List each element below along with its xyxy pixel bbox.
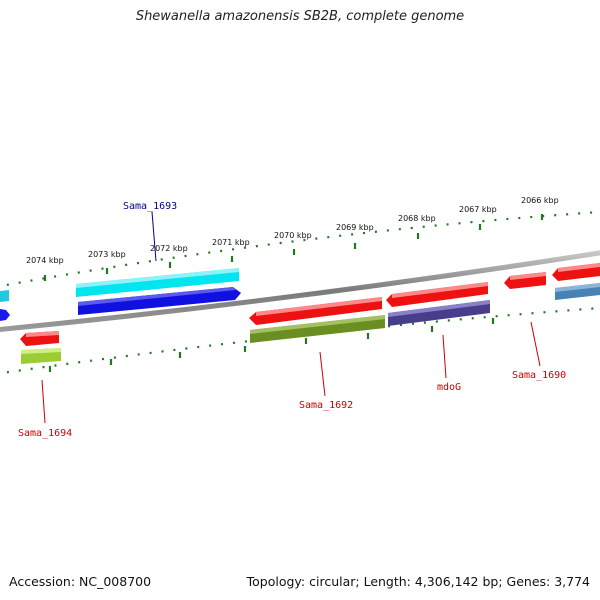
genome-backbone	[0, 250, 600, 333]
features	[0, 263, 600, 364]
gene-label-mdog: mdoG	[437, 382, 461, 393]
feature-blue	[78, 287, 241, 315]
tick-label: 2074 kbp	[26, 256, 64, 265]
gene-label-sama-1694: Sama_1694	[18, 428, 72, 439]
tick-label: 2066 kbp	[521, 196, 559, 205]
gene-label-sama-1692: Sama_1692	[299, 400, 353, 411]
label-connectors	[41, 211, 541, 424]
tick-label: 2067 kbp	[459, 205, 497, 214]
tick-label: 2070 kbp	[274, 231, 312, 240]
tick-labels: 2074 kbp 2073 kbp 2072 kbp 2071 kbp 2070…	[26, 196, 559, 265]
major-ticks-outer	[43, 214, 544, 281]
tick-label: 2072 kbp	[150, 244, 188, 253]
genome-stats-text: Topology: circular; Length: 4,306,142 bp…	[246, 574, 590, 589]
tick-label: 2073 kbp	[88, 250, 126, 259]
feature-edge-blue	[0, 309, 10, 321]
feature-edge-cyan	[0, 290, 9, 302]
major-ticks-inner	[48, 318, 495, 372]
tick-label: 2069 kbp	[336, 223, 374, 232]
tick-label: 2068 kbp	[398, 214, 436, 223]
tick-label: 2071 kbp	[212, 238, 250, 247]
map-title: Shewanella amazonensis SB2B, complete ge…	[135, 9, 465, 24]
gene-labels: Sama_1693 Sama_1694 Sama_1692 mdoG Sama_…	[18, 201, 566, 439]
gene-label-sama-1693: Sama_1693	[123, 201, 177, 212]
gene-label-sama-1690: Sama_1690	[512, 370, 566, 381]
accession-text: Accession: NC_008700	[9, 574, 152, 589]
